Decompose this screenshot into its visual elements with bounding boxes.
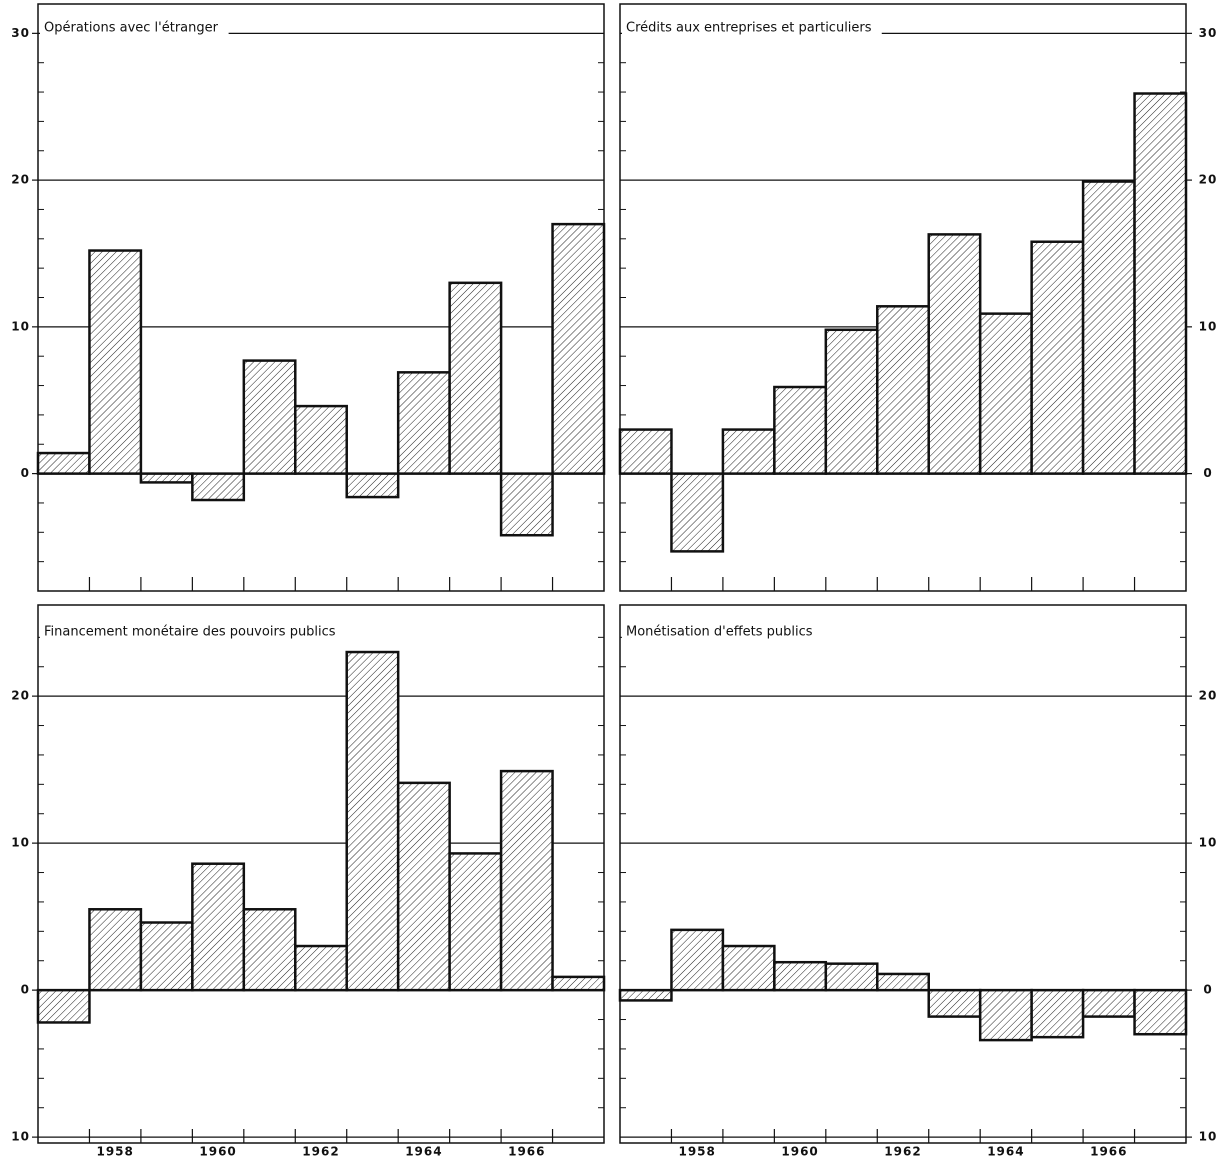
x-tick-label: 1966 [1090, 1145, 1127, 1159]
panel-frame [37, 604, 605, 1144]
y-tick-label: 10 [1199, 1130, 1218, 1144]
y-tick-label: 0 [1203, 466, 1212, 480]
x-tick-label: 1962 [302, 1145, 339, 1159]
panel-frame [619, 604, 1187, 1144]
y-tick-label: 20 [1199, 689, 1218, 703]
title-bg [622, 19, 882, 37]
bar [191, 472, 246, 502]
x-tick-label: 1964 [987, 1145, 1024, 1159]
title-bg [622, 623, 823, 641]
bar [618, 988, 673, 1002]
x-tick-label: 1962 [884, 1145, 921, 1159]
bar [1133, 92, 1188, 475]
bar [721, 428, 776, 475]
bar [88, 249, 143, 475]
y-tick-label: 20 [11, 689, 30, 703]
bar [396, 781, 451, 992]
x-tick-label: 1958 [96, 1145, 133, 1159]
bar [670, 472, 725, 553]
bar [448, 281, 503, 475]
y-tick-label: 0 [1203, 983, 1212, 997]
bar [1030, 240, 1085, 475]
x-tick-label: 1960 [781, 1145, 818, 1159]
y-tick-label: 10 [1199, 319, 1218, 333]
bar [448, 852, 503, 992]
panel-title: Opérations avec l'étranger [44, 21, 219, 36]
y-tick-label: 30 [1199, 26, 1218, 40]
y-tick-label: 0 [21, 466, 30, 480]
bar [670, 928, 725, 992]
bar [191, 862, 246, 992]
bar [824, 328, 879, 475]
bar [345, 472, 400, 499]
bar [36, 988, 91, 1024]
bar [551, 975, 606, 992]
bar [773, 960, 828, 992]
bar [876, 305, 930, 475]
bar [1133, 988, 1188, 1036]
panel-frame [37, 3, 605, 592]
x-tick-label: 1964 [405, 1145, 442, 1159]
y-tick-label: 20 [1199, 173, 1218, 187]
bar [1081, 180, 1136, 475]
bar [876, 972, 930, 992]
bar [294, 404, 348, 475]
bar [1081, 988, 1136, 1018]
bar [618, 428, 673, 475]
bar [551, 222, 606, 475]
bar [773, 385, 828, 475]
x-tick-label: 1966 [508, 1145, 545, 1159]
panel-title: Monétisation d'effets publics [626, 625, 813, 640]
y-tick-label: 30 [11, 26, 30, 40]
bar [139, 921, 194, 992]
y-tick-label: 10 [11, 319, 30, 333]
bar [242, 908, 297, 992]
bar [242, 359, 297, 475]
bar [499, 472, 554, 537]
panel-title: Crédits aux entreprises et particuliers [626, 21, 872, 36]
bar [345, 650, 400, 992]
bar [927, 988, 982, 1018]
y-tick-label: 10 [11, 836, 30, 850]
y-tick-label: 10 [1199, 836, 1218, 850]
bar [499, 769, 554, 992]
bar [978, 988, 1033, 1042]
bar [978, 312, 1033, 475]
bar [139, 472, 194, 484]
x-tick-label: 1960 [199, 1145, 236, 1159]
y-tick-label: 10 [11, 1130, 30, 1144]
y-tick-label: 0 [21, 983, 30, 997]
bar [294, 944, 348, 992]
bar [721, 944, 776, 992]
bar [824, 962, 879, 992]
panel-frame [619, 3, 1187, 592]
bar [396, 371, 451, 475]
bar [88, 908, 143, 992]
panel-title: Financement monétaire des pouvoirs publi… [44, 625, 336, 640]
y-tick-label: 20 [11, 173, 30, 187]
x-tick-label: 1958 [678, 1145, 715, 1159]
bar [36, 451, 91, 475]
bar [1030, 988, 1085, 1039]
bar [927, 233, 982, 475]
title-bg [40, 19, 229, 37]
title-bg [40, 623, 346, 641]
